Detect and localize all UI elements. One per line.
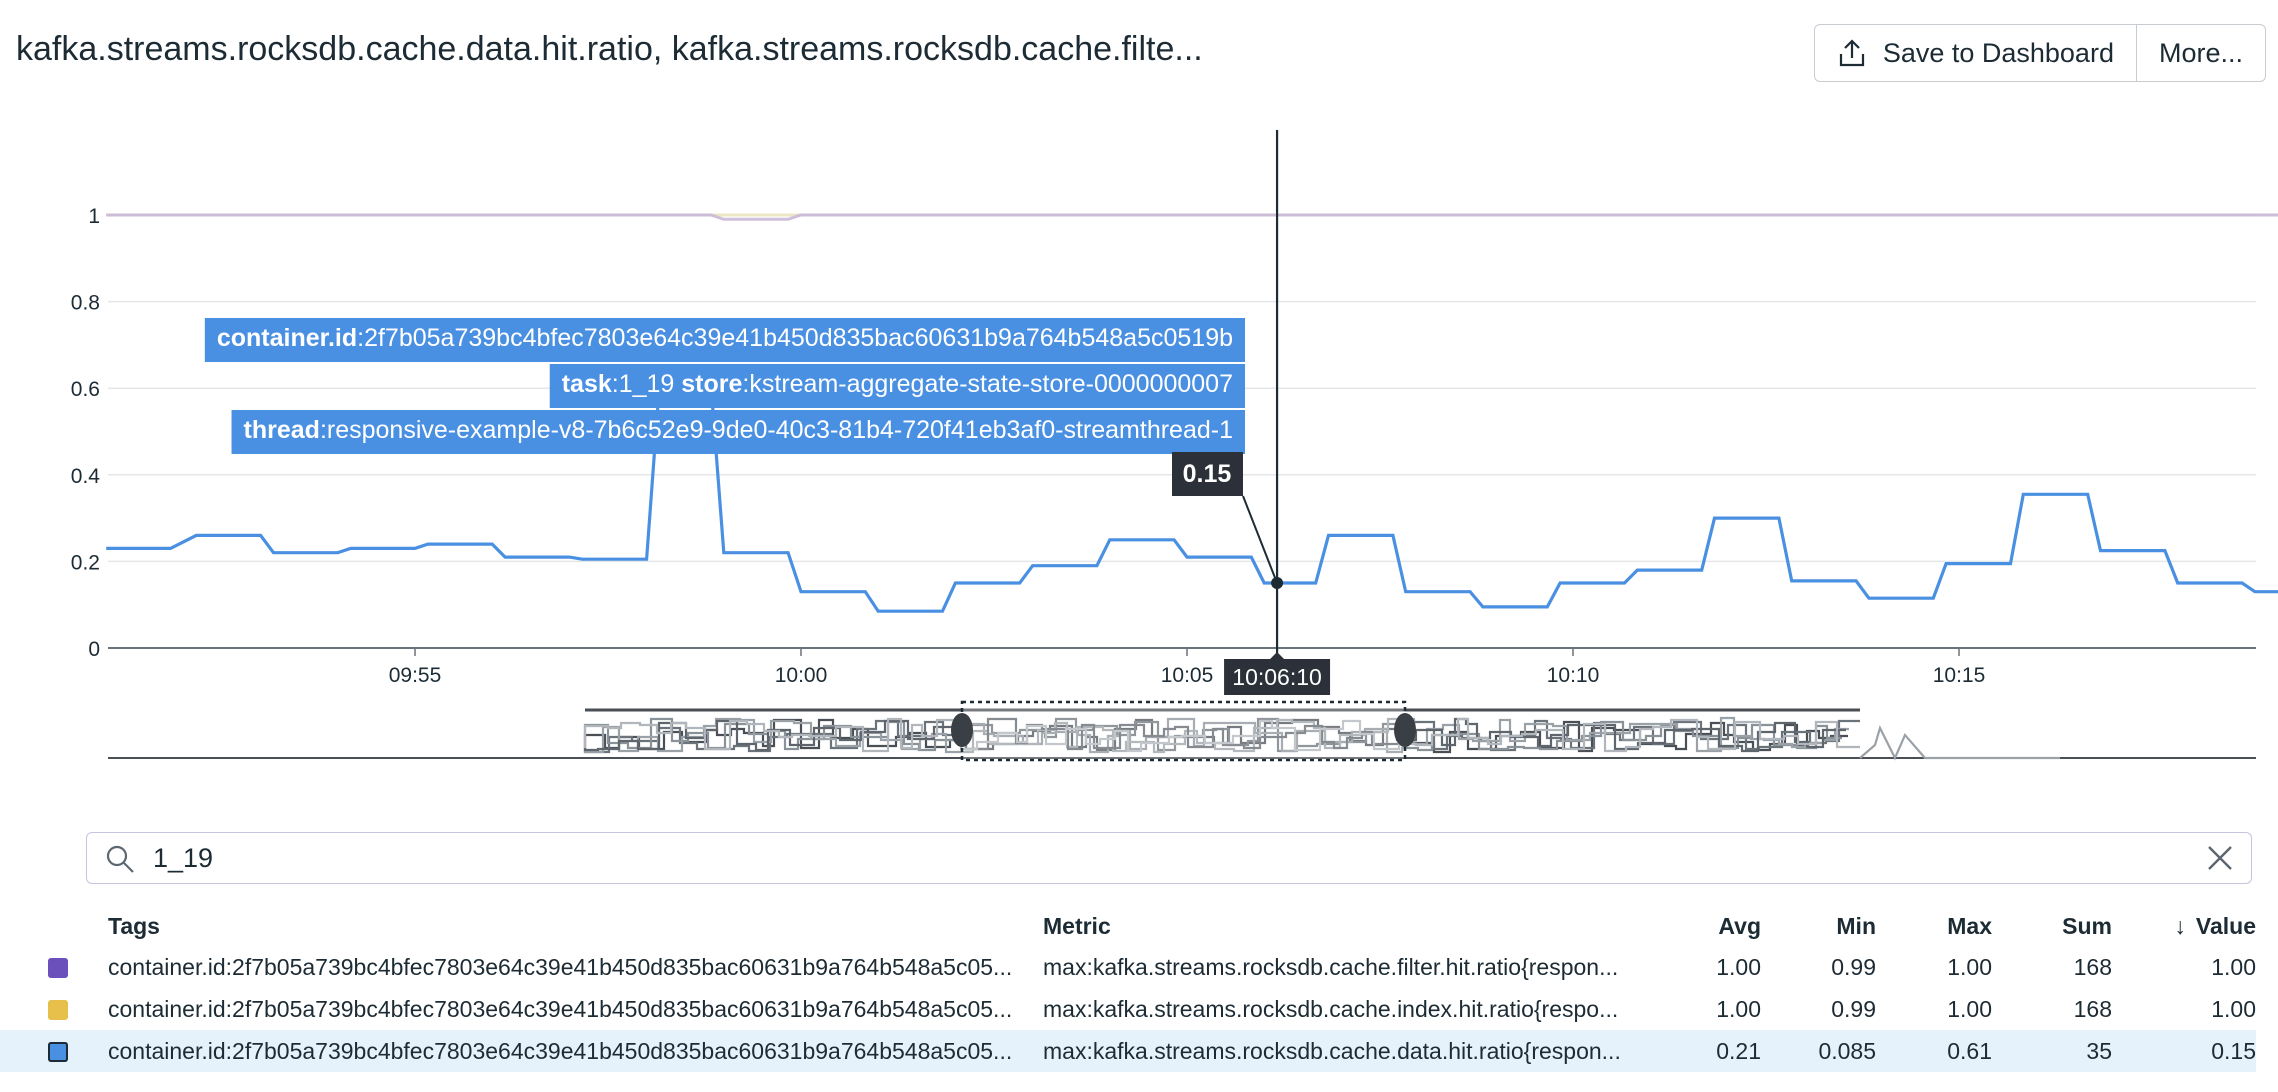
y-tick-label: 0.8: [71, 292, 100, 315]
header-actions: Save to Dashboard More...: [1813, 24, 2266, 82]
legend-row-index[interactable]: container.id:2f7b05a739bc4bfec7803e64c39…: [0, 988, 2256, 1030]
max-header[interactable]: Max: [1947, 912, 1992, 939]
row-max: 1.00: [1947, 995, 1992, 1022]
timeseries-chart[interactable]: 0 0.2 0.4 0.6 0.8 1 09:55 10:00 10:05 10:10 10:15…: [0, 0, 2278, 780]
overview-series: [583, 717, 1860, 753]
row-min: 0.99: [1831, 995, 1876, 1022]
time-badge-bg: [1224, 659, 1331, 695]
row-metric: max:kafka.streams.rocksdb.cache.data.hit…: [1043, 1037, 1621, 1064]
row-value: 1.00: [2211, 995, 2256, 1022]
series-line: [106, 213, 2278, 221]
row-metric: max:kafka.streams.rocksdb.cache.index.hi…: [1043, 995, 1619, 1022]
tooltip-bg: [549, 364, 1245, 408]
min-header[interactable]: Min: [1836, 912, 1876, 939]
search-input[interactable]: [151, 839, 2055, 877]
legend-search: [86, 832, 2252, 884]
tooltip-value-bg: [1172, 452, 1243, 496]
overview-brush[interactable]: [108, 700, 2256, 762]
overview-series: [1859, 725, 2060, 761]
row-metric: max:kafka.streams.rocksdb.cache.filter.h…: [1043, 953, 1619, 980]
row-sum: 168: [2073, 995, 2112, 1022]
y-tick-label: 0.4: [71, 465, 101, 488]
overview-series: [583, 717, 1846, 753]
overview-selection: [960, 700, 1407, 762]
row-sum: 168: [2073, 953, 2112, 980]
x-tick-label: 10:10: [1547, 664, 1600, 687]
series-line: [106, 382, 2278, 613]
row-avg: 1.00: [1716, 995, 1761, 1022]
more-button[interactable]: More...: [2135, 25, 2265, 81]
x-tick-label: 09:55: [389, 664, 442, 687]
row-tags: container.id:2f7b05a739bc4bfec7803e64c39…: [108, 995, 1013, 1022]
sum-header[interactable]: Sum: [2062, 912, 2112, 939]
tooltip-text: container.id:2f7b05a739bc4bfec7803e64c39…: [217, 324, 1233, 352]
save-to-dashboard-label: Save to Dashboard: [1882, 37, 2114, 68]
series-color-swatch[interactable]: [48, 1042, 68, 1063]
tooltip-bg: [204, 318, 1245, 362]
row-avg: 0.21: [1651, 1030, 1761, 1072]
sort-desc-icon: ↓: [2174, 912, 2186, 939]
overview-handle: [951, 713, 973, 747]
legend-row-data[interactable]: container.id:2f7b05a739bc4bfec7803e64c39…: [0, 1030, 2256, 1072]
tooltip-thread-row: thread:responsive-example-v8-7b6c52e9-9d…: [231, 410, 1245, 454]
row-tags: container.id:2f7b05a739bc4bfec7803e64c39…: [108, 953, 1013, 980]
tooltip-leader-line: [1242, 495, 1278, 584]
upload-icon: [1839, 39, 1864, 67]
x-tick-label: 10:05: [1161, 664, 1214, 687]
row-min: 0.99: [1831, 953, 1876, 980]
overview-series: [583, 716, 1849, 754]
row-sum: 35: [1992, 1030, 2112, 1072]
avg-header[interactable]: Avg: [1718, 912, 1761, 939]
save-to-dashboard-button[interactable]: Save to Dashboard: [1815, 25, 2136, 81]
x-tick-label: 10:00: [775, 664, 828, 687]
legend-table: Tags Metric Avg Min Max Sum ↓ Value conta…: [0, 906, 2256, 1072]
legend-row-filter[interactable]: container.id:2f7b05a739bc4bfec7803e64c39…: [0, 946, 2256, 988]
tooltip-time-badge: 10:06:10: [1224, 652, 1331, 695]
overview-handle: [1394, 713, 1416, 747]
tooltip-value-badge: 0.15: [1172, 452, 1278, 584]
row-max: 1.00: [1947, 953, 1992, 980]
time-badge-label: 10:06:10: [1232, 664, 1322, 690]
row-value: 1.00: [2211, 953, 2256, 980]
y-tick-label: 1: [88, 205, 100, 228]
legend-header-row: Tags Metric Avg Min Max Sum ↓ Value: [0, 906, 2256, 946]
tooltip-container-row: container.id:2f7b05a739bc4bfec7803e64c39…: [204, 318, 1245, 362]
more-label: More...: [2158, 37, 2243, 68]
tooltip-text: task:1_19 store:kstream-aggregate-state-…: [562, 370, 1233, 398]
page-title: kafka.streams.rocksdb.cache.data.hit.rat…: [16, 30, 1203, 68]
series-color-swatch[interactable]: [48, 958, 68, 979]
clear-icon[interactable]: [2205, 843, 2235, 873]
row-value: 0.15: [2112, 1030, 2256, 1072]
row-tags: container.id:2f7b05a739bc4bfec7803e64c39…: [108, 1037, 1013, 1064]
value-header[interactable]: ↓ Value: [2174, 912, 2256, 939]
y-tick-label: 0.6: [71, 378, 100, 401]
row-min: 0.085: [1761, 1030, 1876, 1072]
metric-header[interactable]: Metric: [1043, 912, 1111, 939]
time-badge-arrow: [1269, 652, 1286, 660]
tooltip-bg: [231, 410, 1245, 454]
row-max: 0.61: [1876, 1030, 1992, 1072]
tooltip-value: 0.15: [1183, 460, 1232, 488]
y-tick-label: 0: [88, 638, 100, 661]
row-avg: 1.00: [1716, 953, 1761, 980]
x-tick-label: 10:15: [1933, 664, 1986, 687]
search-icon: [106, 845, 134, 873]
tooltip-task-store-row: task:1_19 store:kstream-aggregate-state-…: [549, 364, 1245, 408]
tags-header[interactable]: Tags: [108, 912, 160, 939]
y-tick-label: 0.2: [71, 551, 100, 574]
tooltip-text: thread:responsive-example-v8-7b6c52e9-9d…: [244, 416, 1233, 444]
series-color-swatch[interactable]: [48, 1000, 68, 1021]
